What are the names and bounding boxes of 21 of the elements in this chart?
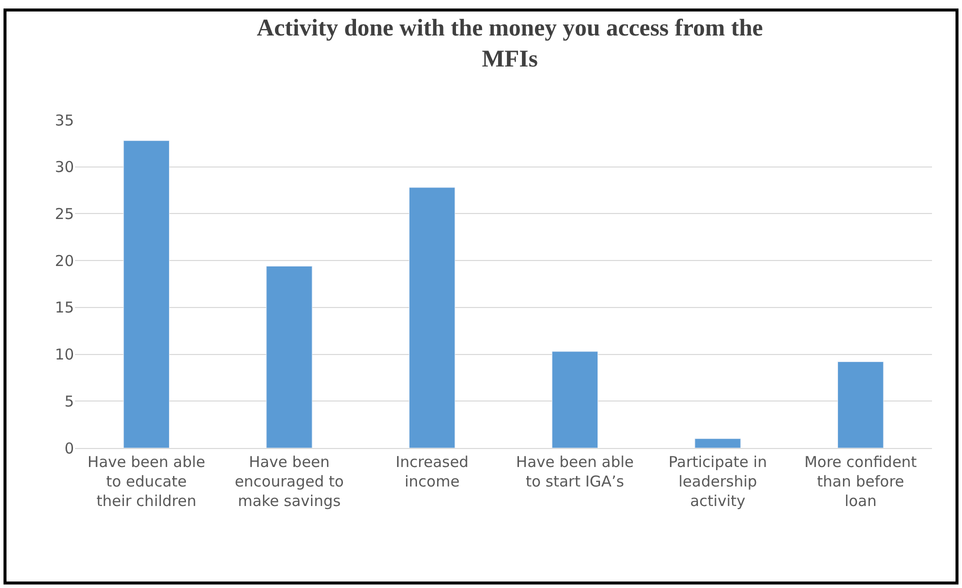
x-tick-label: Have been able to start IGA’s [516, 453, 634, 490]
y-tick-label: 30 [54, 158, 74, 176]
y-tick-label: 20 [54, 252, 74, 270]
y-tick-label: 25 [54, 204, 74, 223]
y-tick-label: 5 [64, 392, 74, 410]
y-tick-label: 35 [54, 111, 74, 130]
x-tick-label: Have been encouraged to make savings [234, 453, 344, 510]
y-tick-label: 15 [54, 298, 74, 317]
bar [123, 140, 170, 448]
chart-title: Activity done with the money you access from the MFIs [256, 15, 764, 72]
y-tick-label: 10 [54, 346, 74, 364]
y-tick-label: 0 [64, 439, 74, 458]
x-tick-label: More confident than before loan [804, 453, 917, 510]
bar [266, 266, 312, 448]
x-tick-label: Have been able to educate their children [88, 453, 206, 510]
x-tick-label: Participate in leadership activity [668, 453, 767, 510]
bar [837, 362, 884, 448]
bar [408, 187, 456, 448]
bar [694, 438, 741, 448]
bar [552, 351, 598, 448]
x-tick-label: Increased income [396, 453, 469, 490]
